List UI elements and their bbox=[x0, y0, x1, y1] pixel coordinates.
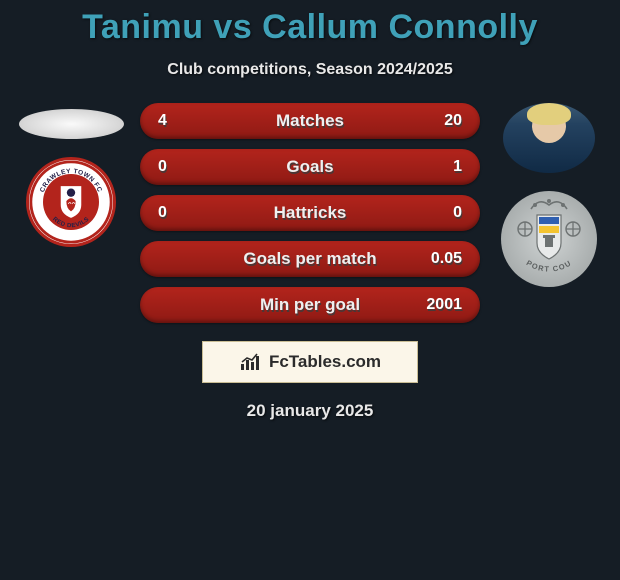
stat-right-value: 2001 bbox=[426, 296, 462, 314]
player-avatar bbox=[503, 103, 595, 173]
stat-label: Goals per match bbox=[140, 249, 480, 269]
stat-label: Goals bbox=[140, 157, 480, 177]
stat-row: Goals per match 0.05 bbox=[140, 241, 480, 277]
stat-label: Hattricks bbox=[140, 203, 480, 223]
date-text: 20 january 2025 bbox=[0, 401, 620, 421]
comparison-card: Tanimu vs Callum Connolly Club competiti… bbox=[0, 0, 620, 421]
club-badge-stockport: PORT COU bbox=[501, 191, 597, 287]
player-avatar-placeholder bbox=[19, 109, 124, 139]
stat-right-value: 0.05 bbox=[431, 250, 462, 268]
brand-badge: FcTables.com bbox=[202, 341, 418, 383]
stat-row: 0 Hattricks 0 bbox=[140, 195, 480, 231]
stat-left-value: 4 bbox=[158, 112, 167, 130]
brand-text: FcTables.com bbox=[269, 352, 381, 372]
stockport-crest-icon: PORT COU bbox=[501, 191, 597, 287]
stat-right-value: 20 bbox=[444, 112, 462, 130]
stat-left-value: 0 bbox=[158, 158, 167, 176]
stat-row: 4 Matches 20 bbox=[140, 103, 480, 139]
stat-label: Matches bbox=[140, 111, 480, 131]
stats-list: 4 Matches 20 0 Goals 1 0 Hattricks 0 Goa… bbox=[140, 103, 480, 323]
subtitle: Club competitions, Season 2024/2025 bbox=[0, 61, 620, 79]
chart-icon bbox=[239, 352, 265, 372]
crawley-crest-icon: CRAWLEY TOWN FC RED DEVILS bbox=[29, 160, 113, 244]
page-title: Tanimu vs Callum Connolly bbox=[0, 8, 620, 47]
right-player-column: PORT COU bbox=[494, 103, 604, 287]
stat-left-value: 0 bbox=[158, 204, 167, 222]
left-player-column: CRAWLEY TOWN FC RED DEVILS bbox=[16, 103, 126, 247]
stat-row: Min per goal 2001 bbox=[140, 287, 480, 323]
stat-row: 0 Goals 1 bbox=[140, 149, 480, 185]
stat-right-value: 1 bbox=[453, 158, 462, 176]
stat-right-value: 0 bbox=[453, 204, 462, 222]
comparison-body: CRAWLEY TOWN FC RED DEVILS 4 Matches 20 bbox=[0, 103, 620, 323]
club-badge-crawley: CRAWLEY TOWN FC RED DEVILS bbox=[26, 157, 116, 247]
svg-text:PORT COU: PORT COU bbox=[525, 258, 573, 273]
